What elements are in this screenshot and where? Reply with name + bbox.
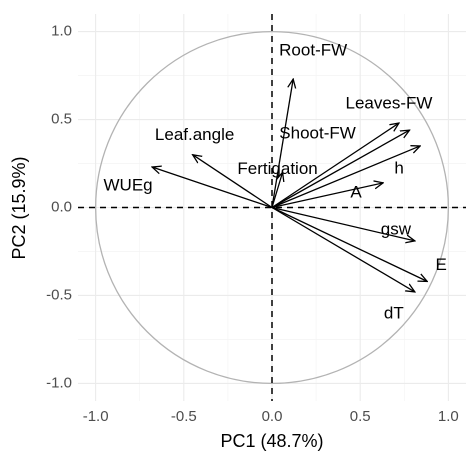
arrow [271,130,410,209]
correlation-circle [94,30,450,385]
arrow [271,183,383,209]
variable-label: Fertigation [237,159,317,178]
arrow [271,206,415,241]
x-tick-label: -1.0 [83,408,109,425]
variable-label: gsw [381,219,412,238]
y-tick-label: -1.0 [46,374,72,391]
x-tick-label: 1.0 [438,408,459,425]
variable-label: Shoot-FW [279,124,356,143]
arrow [271,146,420,209]
x-axis-title: PC1 (48.7%) [220,431,323,451]
x-tick-label: 0.5 [350,408,371,425]
x-tick-label: -0.5 [171,408,197,425]
variable-label: WUEg [104,176,153,195]
variable-label: Root-FW [279,41,347,60]
variable-label: Leaf.angle [155,125,234,144]
variable-label: dT [384,303,404,322]
y-tick-label: 1.0 [51,23,72,40]
arrow [193,155,273,209]
arrow [271,206,427,282]
y-tick-label: -0.5 [46,286,72,303]
variable-label: E [436,255,447,274]
arrow [271,79,293,208]
y-tick-label: 0.0 [51,198,72,215]
arrow [271,172,283,208]
variable-label: A [350,182,362,201]
arrow [152,167,273,209]
variable-label: Leaves-FW [346,94,433,113]
x-tick-label: 0.0 [262,408,283,425]
y-axis-title: PC2 (15.9%) [9,156,29,259]
arrow [271,206,415,292]
y-tick-label: 0.5 [51,111,72,128]
arrow [271,123,399,209]
variable-label: h [394,158,403,177]
